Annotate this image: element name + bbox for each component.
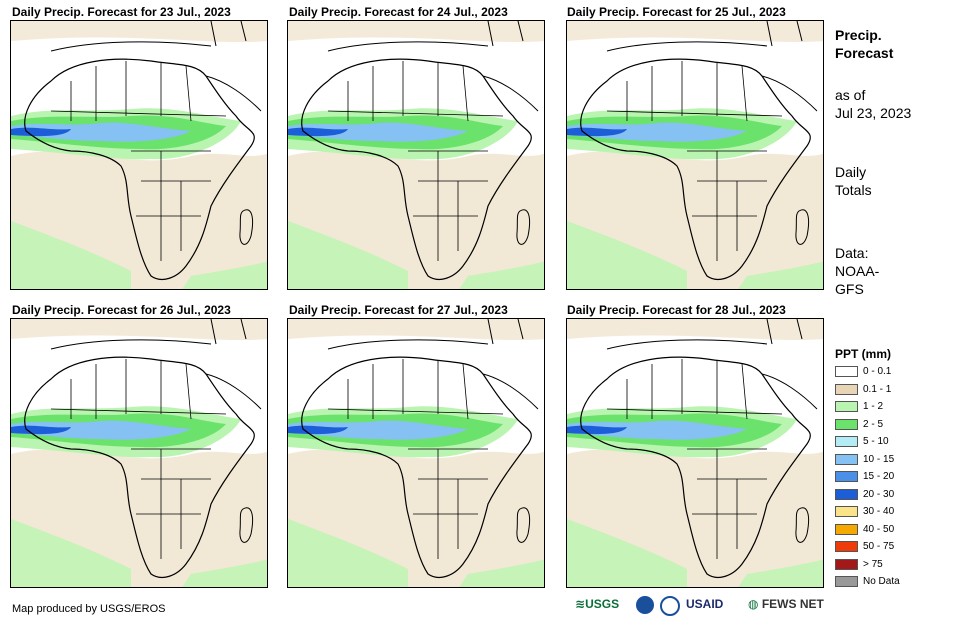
legend-item: 0 - 0.1: [835, 366, 945, 380]
legend-item: 5 - 10: [835, 436, 945, 450]
legend-item: 0.1 - 1: [835, 383, 945, 398]
nasa-seal-icon: [660, 596, 680, 616]
legend-label: 10 - 15: [863, 453, 895, 465]
legend-item: 20 - 30: [835, 488, 945, 503]
forecast-map: [10, 318, 268, 588]
forecast-map: [287, 318, 545, 588]
totals-line: Totals: [835, 182, 872, 198]
legend-item: 1 - 2: [835, 401, 945, 415]
legend-item: > 75: [835, 558, 945, 573]
legend-label: 5 - 10: [863, 436, 889, 447]
as-of-date: as of Jul 23, 2023: [835, 86, 911, 122]
legend-item: 30 - 40: [835, 506, 945, 520]
legend-label: 40 - 50: [863, 523, 895, 535]
legend-swatch: [835, 366, 858, 377]
data-line: NOAA-: [835, 263, 880, 279]
panel-title: Daily Precip. Forecast for 27 Jul., 2023: [289, 303, 508, 317]
legend-swatch: [835, 488, 858, 500]
usgs-icon: ≋: [575, 597, 586, 611]
legend-item: No Data: [835, 576, 945, 590]
legend-swatch: [835, 401, 858, 412]
panel-title: Daily Precip. Forecast for 25 Jul., 2023: [567, 5, 786, 19]
legend-label: 20 - 30: [863, 488, 895, 500]
legend-item: 15 - 20: [835, 471, 945, 485]
panel-title: Daily Precip. Forecast for 24 Jul., 2023: [289, 5, 508, 19]
legend-label: 30 - 40: [863, 506, 895, 517]
legend-swatch: [835, 436, 858, 447]
panel-title: Daily Precip. Forecast for 23 Jul., 2023: [12, 5, 231, 19]
legend-swatch: [835, 453, 858, 465]
noaa-logo-icon: [636, 596, 654, 614]
fewsnet-logo: ◍ FEWS NET: [748, 597, 824, 611]
heading-line: Precip.: [835, 27, 882, 43]
asof-line: as of: [835, 87, 866, 103]
footer-credit: Map produced by USGS/EROS: [12, 603, 166, 615]
asof-line: Jul 23, 2023: [835, 105, 912, 121]
legend-title: PPT (mm): [835, 347, 892, 361]
legend-label: 2 - 5: [863, 418, 884, 430]
totals-line: Daily: [835, 164, 867, 180]
legend-swatch: [835, 558, 858, 570]
legend-swatch: [835, 506, 858, 517]
forecast-map: [566, 20, 824, 290]
forecast-map: [566, 318, 824, 588]
usaid-logo-text: USAID: [686, 597, 724, 611]
sidebar-heading: Precip. Forecast: [835, 26, 893, 62]
panel-title: Daily Precip. Forecast for 26 Jul., 2023: [12, 303, 231, 317]
legend-swatch: [835, 418, 858, 430]
legend-label: 0 - 0.1: [863, 366, 892, 377]
legend-swatch: [835, 541, 858, 552]
legend-item: 40 - 50: [835, 523, 945, 538]
usgs-logo: ≋USGS: [575, 597, 619, 611]
globe-icon: ◍: [748, 597, 759, 611]
forecast-map: [10, 20, 268, 290]
legend-item: 10 - 15: [835, 453, 945, 468]
legend-label: 50 - 75: [863, 541, 895, 552]
heading-line: Forecast: [835, 45, 894, 61]
legend-label: No Data: [863, 576, 900, 587]
legend-item: 2 - 5: [835, 418, 945, 433]
legend-swatch: [835, 523, 858, 535]
data-line: Data:: [835, 245, 869, 261]
legend-swatch: [835, 471, 858, 482]
legend-label: 0.1 - 1: [863, 383, 892, 395]
forecast-map: [287, 20, 545, 290]
legend-label: 1 - 2: [863, 401, 884, 412]
legend-label: > 75: [863, 558, 883, 570]
legend-swatch: [835, 576, 858, 587]
panel-title: Daily Precip. Forecast for 28 Jul., 2023: [567, 303, 786, 317]
usgs-logo-text: USGS: [585, 597, 620, 611]
data-source: Data: NOAA- GFS: [835, 244, 879, 298]
legend-label: 15 - 20: [863, 471, 895, 482]
totals-label: Daily Totals: [835, 163, 872, 199]
fewsnet-logo-text: FEWS NET: [761, 597, 824, 611]
data-line: GFS: [835, 281, 864, 297]
legend-item: 50 - 75: [835, 541, 945, 555]
usaid-logo: USAID: [686, 597, 723, 611]
legend-swatch: [835, 383, 858, 395]
